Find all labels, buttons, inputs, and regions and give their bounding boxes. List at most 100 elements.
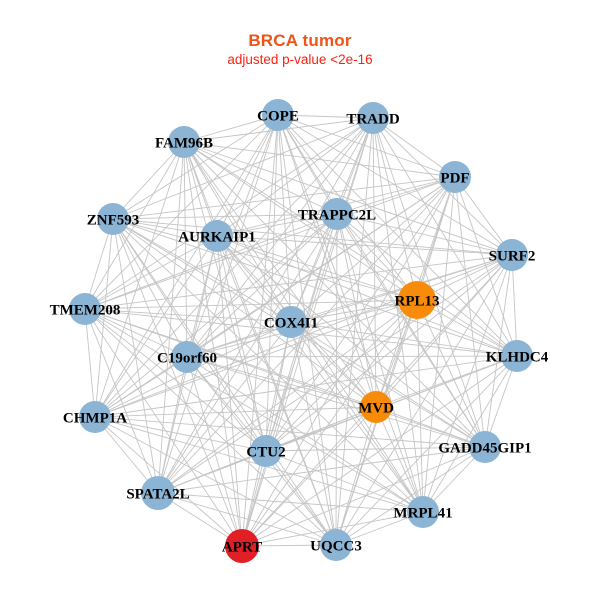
network-edge xyxy=(265,450,424,513)
network-edge xyxy=(241,299,418,547)
gene-node-TMEM208 xyxy=(69,293,101,325)
network-edge xyxy=(336,176,456,215)
network-edge xyxy=(94,299,418,418)
gene-node-COX4I1 xyxy=(275,306,307,338)
network-edge xyxy=(336,213,513,256)
network-edge xyxy=(216,235,513,256)
network-edge xyxy=(335,446,486,546)
network-edge xyxy=(112,218,267,452)
network-edge xyxy=(335,406,377,546)
network-edge xyxy=(84,308,292,323)
network-edge xyxy=(290,321,486,448)
edges-layer xyxy=(84,114,518,547)
network-edge xyxy=(94,176,456,418)
network-edge xyxy=(454,176,513,256)
gene-node-label-MVD: MVD xyxy=(358,400,394,416)
network-edge xyxy=(216,235,518,357)
gene-node-MVD xyxy=(360,391,392,423)
gene-node-label-SURF2: SURF2 xyxy=(489,248,536,264)
gene-node-TRADD xyxy=(357,102,389,134)
network-edge xyxy=(416,299,486,448)
gene-node-label-TRAPPC2L: TRAPPC2L xyxy=(298,207,376,223)
network-edge xyxy=(183,141,337,546)
network-edge xyxy=(265,114,279,452)
gene-node-label-RPL13: RPL13 xyxy=(395,293,440,309)
network-edge xyxy=(84,308,267,452)
network-edge xyxy=(84,308,188,358)
network-edge xyxy=(241,321,292,547)
gene-node-label-CHMP1A: CHMP1A xyxy=(63,410,127,426)
network-edge xyxy=(186,321,292,358)
network-edge xyxy=(112,218,188,358)
gene-node-label-UQCC3: UQCC3 xyxy=(310,538,362,554)
network-edge xyxy=(241,406,377,547)
gene-node-GADD45GIP1 xyxy=(469,431,501,463)
gene-node-PDF xyxy=(439,161,471,193)
network-edge xyxy=(454,176,486,448)
network-edge xyxy=(157,141,185,494)
gene-node-label-FAM96B: FAM96B xyxy=(155,135,213,151)
network-edge xyxy=(84,117,374,310)
gene-node-label-ZNF593: ZNF593 xyxy=(87,212,140,228)
network-edge xyxy=(84,176,456,310)
gene-node-KLHDC4 xyxy=(501,340,533,372)
gene-node-MRPL41 xyxy=(407,496,439,528)
network-edge xyxy=(186,356,486,448)
network-edge xyxy=(186,356,424,513)
network-edge xyxy=(277,114,337,546)
gene-node-label-COX4I1: COX4I1 xyxy=(264,315,318,331)
network-edge xyxy=(183,141,338,215)
network-edge xyxy=(186,356,267,452)
network-edge xyxy=(335,213,338,546)
network-edge xyxy=(186,355,518,358)
network-edge xyxy=(216,235,486,448)
network-edge xyxy=(484,254,513,448)
network-edge xyxy=(336,213,486,448)
network-edge xyxy=(183,141,188,358)
gene-node-CHMP1A xyxy=(79,401,111,433)
gene-node-RPL13 xyxy=(398,281,436,319)
network-edge xyxy=(241,114,279,547)
network-edge xyxy=(186,356,377,408)
network-edge xyxy=(216,235,424,513)
network-edge xyxy=(183,141,377,408)
network-edge xyxy=(265,117,374,452)
network-edge xyxy=(94,416,337,546)
network-edge xyxy=(94,114,279,418)
network-edge xyxy=(290,321,377,408)
gene-node-SPATA2L xyxy=(141,476,175,510)
network-edge xyxy=(277,114,518,357)
network-edge xyxy=(216,114,279,237)
gene-node-label-SPATA2L: SPATA2L xyxy=(126,486,189,502)
network-edge xyxy=(157,492,337,546)
network-edge xyxy=(216,235,243,547)
network-edge xyxy=(112,114,279,220)
network-edge xyxy=(336,213,418,301)
network-edge xyxy=(112,213,338,220)
network-edge xyxy=(416,299,424,513)
gene-node-label-C19orf60: C19orf60 xyxy=(157,350,217,366)
network-edge xyxy=(183,141,513,256)
network-edge xyxy=(277,114,456,178)
nodes-layer xyxy=(69,99,533,563)
network-edge xyxy=(265,450,337,546)
network-edge xyxy=(183,114,279,143)
network-edge xyxy=(84,308,96,418)
network-edge xyxy=(265,254,513,452)
gene-node-COPE xyxy=(262,99,294,131)
network-edge xyxy=(372,117,418,301)
network-edge xyxy=(290,176,456,323)
network-edge xyxy=(265,446,486,452)
gene-node-label-APRT: APRT xyxy=(222,539,262,555)
network-edge xyxy=(241,355,518,547)
gene-node-UQCC3 xyxy=(320,529,352,561)
gene-node-label-CTU2: CTU2 xyxy=(246,444,285,460)
network-edge xyxy=(422,355,518,513)
network-edge xyxy=(375,406,486,448)
network-edge xyxy=(241,511,424,547)
gene-node-label-PDF: PDF xyxy=(440,170,469,186)
labels-layer: COPE TRADD FAM96B PDF ZNF593 TRAPPC2L AURKAIP1… xyxy=(50,108,549,555)
gene-node-label-COPE: COPE xyxy=(257,108,299,124)
gene-node-ZNF593 xyxy=(97,203,129,235)
